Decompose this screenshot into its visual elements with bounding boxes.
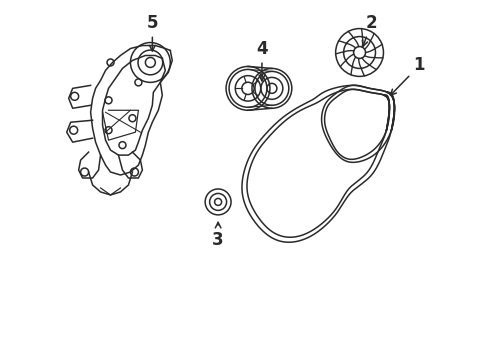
Text: 1: 1 bbox=[391, 57, 425, 95]
Text: 4: 4 bbox=[256, 40, 268, 81]
Text: 2: 2 bbox=[362, 14, 377, 46]
Text: 5: 5 bbox=[147, 14, 158, 51]
Text: 3: 3 bbox=[212, 222, 224, 249]
